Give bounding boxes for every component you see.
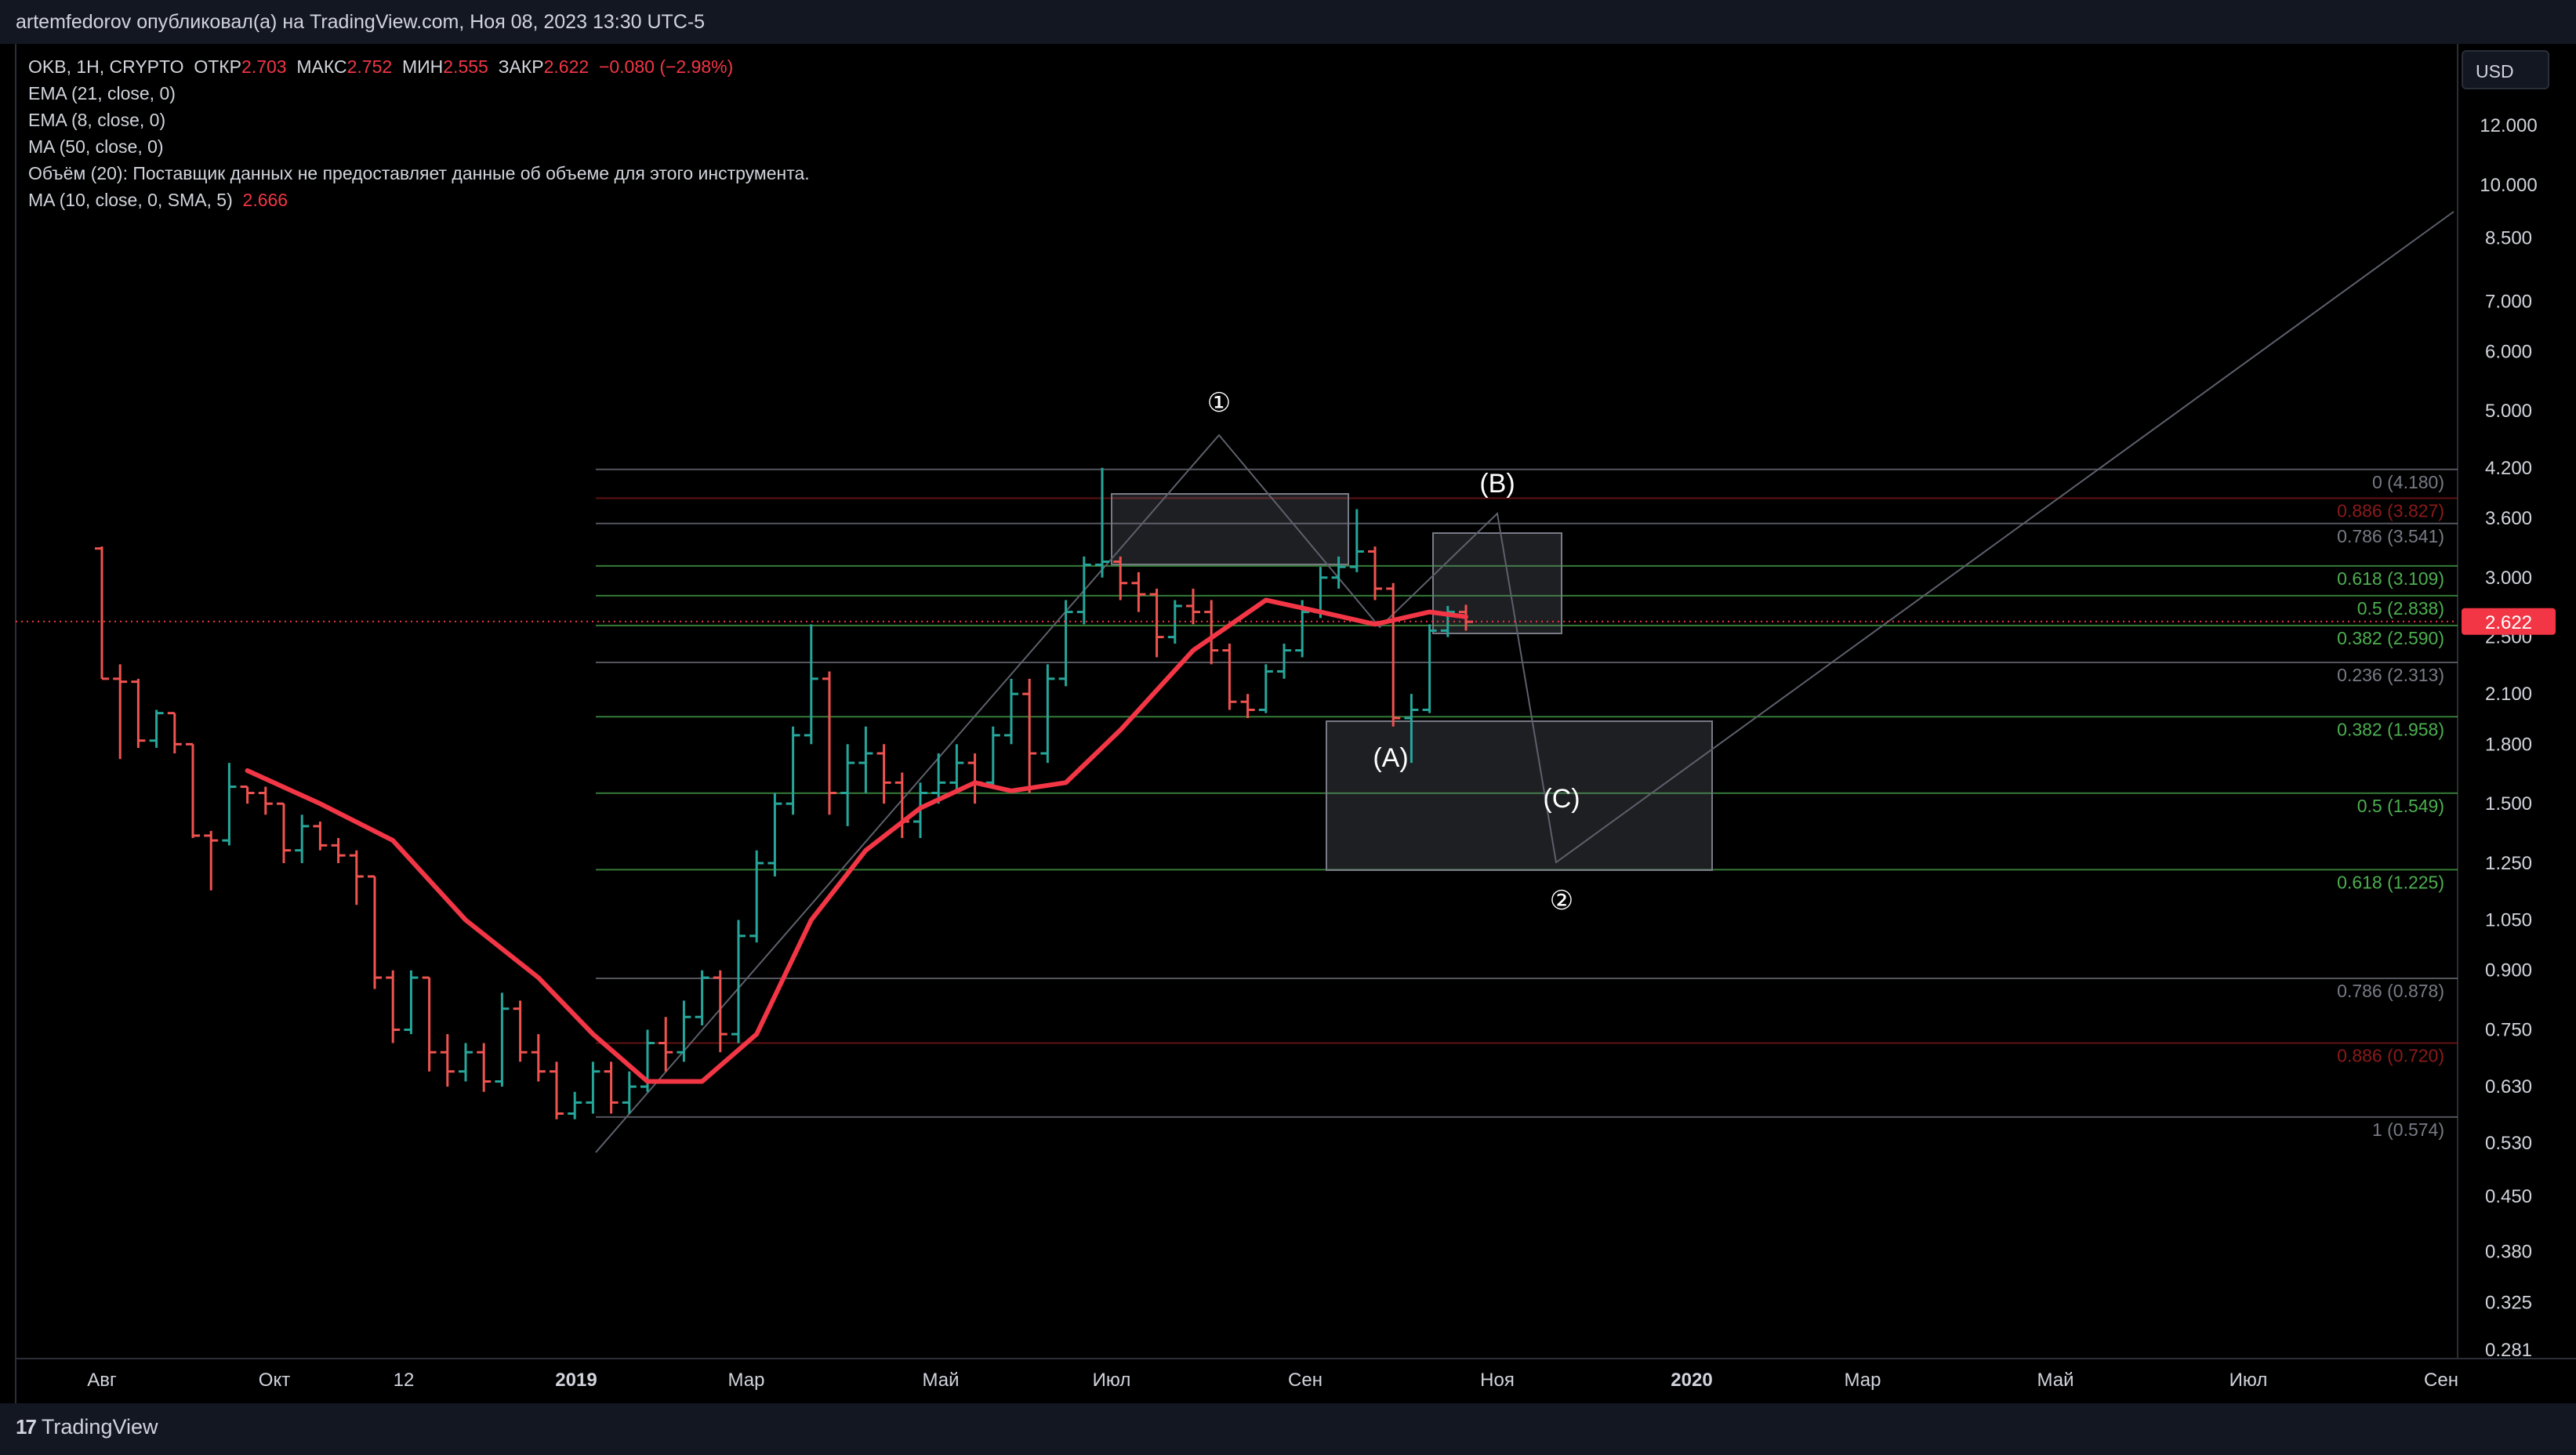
- price-tick-label: 12.000: [2480, 115, 2537, 136]
- brand-label: TradingView: [41, 1415, 158, 1439]
- price-tick-label: 3.000: [2485, 568, 2532, 589]
- wave-label: ②: [1550, 886, 1573, 916]
- ma-line: [245, 597, 1468, 1084]
- symbol-label: OKB, 1H, CRYPTO: [28, 56, 184, 77]
- open-value: 2.703: [241, 56, 287, 77]
- time-tick-label: Май: [2037, 1370, 2073, 1391]
- change-value: −0.080 (−2.98%): [598, 56, 734, 77]
- price-tick-label: 0.325: [2485, 1292, 2532, 1313]
- chart-legend: OKB, 1H, CRYPTO ОТКР2.703 МАКС2.752 МИН2…: [28, 53, 810, 213]
- close-label: ЗАКР: [498, 56, 544, 77]
- time-tick-label: 12: [394, 1370, 415, 1391]
- low-label: МИН: [401, 56, 444, 77]
- wave-label: (C): [1543, 784, 1580, 814]
- wave-label: (B): [1479, 469, 1515, 499]
- ohlc-legend-row[interactable]: OKB, 1H, CRYPTO ОТКР2.703 МАКС2.752 МИН2…: [28, 53, 810, 80]
- time-tick-label: Июл: [2230, 1370, 2268, 1391]
- time-tick-label: Ноя: [1480, 1370, 1515, 1391]
- ohlc-bars: [95, 467, 1473, 1119]
- zone-box: [1111, 493, 1349, 565]
- indicator-ema8[interactable]: EMA (8, close, 0): [28, 110, 166, 130]
- price-tick-label: 10.000: [2480, 175, 2537, 196]
- time-tick-label: Мар: [1845, 1370, 1881, 1391]
- currency-button[interactable]: USD: [2462, 50, 2549, 89]
- fib-level-label: 0.786 (3.541): [2337, 526, 2444, 546]
- fib-level-label: 0.786 (0.878): [2337, 981, 2444, 1001]
- last-price-label: 2.622: [2485, 612, 2532, 633]
- price-tick-label: 0.380: [2485, 1241, 2532, 1262]
- indicator-ma10-label: MA (10, close, 0, SMA, 5): [28, 190, 233, 210]
- fib-level-label: 0 (4.180): [2372, 472, 2444, 492]
- price-tick-label: 0.630: [2485, 1076, 2532, 1098]
- price-tick-label: 0.530: [2485, 1133, 2532, 1154]
- price-tick-label: 8.500: [2485, 227, 2532, 249]
- price-axis[interactable]: 12.000 10.000 8.500 7.000 6.000 5.000 4.200 3.6…: [16, 115, 2556, 1361]
- elliott-wave-labels[interactable]: ① (B) (A) (C) ②: [1207, 388, 1580, 916]
- time-tick-label: Июл: [1093, 1370, 1131, 1391]
- top-bar: artemfedorov опубликовал(а) на TradingVi…: [0, 0, 2576, 44]
- price-chart[interactable]: 0 (4.180) 0.886 (3.827) 0.786 (3.541) 0.618…: [0, 0, 2576, 1403]
- zone-box: [1432, 532, 1562, 634]
- price-tick-label: 3.600: [2485, 508, 2532, 529]
- fib-level-label: 0.886 (3.827): [2337, 500, 2444, 521]
- price-tick-label: 0.281: [2485, 1340, 2532, 1361]
- low-value: 2.555: [443, 56, 488, 77]
- fibonacci-retracement[interactable]: 0 (4.180) 0.886 (3.827) 0.786 (3.541) 0.618…: [596, 468, 2458, 1140]
- fib-level-label: 0.618 (1.225): [2337, 872, 2444, 892]
- indicator-volume[interactable]: Объём (20): Поставщик данных не предоста…: [28, 163, 810, 183]
- open-label: ОТКР: [194, 56, 242, 77]
- time-tick-label: Май: [922, 1370, 959, 1391]
- price-tick-label: 4.200: [2485, 458, 2532, 479]
- price-tick-label: 0.900: [2485, 960, 2532, 981]
- fib-level-label: 0.382 (1.958): [2337, 719, 2444, 739]
- indicator-ma50[interactable]: MA (50, close, 0): [28, 136, 164, 157]
- price-tick-label: 0.450: [2485, 1186, 2532, 1207]
- price-tick-label: 0.750: [2485, 1020, 2532, 1041]
- time-tick-label: Сен: [2424, 1370, 2458, 1391]
- price-tick-label: 5.000: [2485, 401, 2532, 422]
- bottom-bar: [0, 1403, 2576, 1455]
- time-tick-label: Мар: [728, 1370, 765, 1391]
- fib-level-label: 0.382 (2.590): [2337, 628, 2444, 648]
- fib-level-label: 0.236 (2.313): [2337, 665, 2444, 685]
- wave-label: (A): [1373, 743, 1408, 773]
- fib-level-label: 0.5 (2.838): [2357, 598, 2444, 619]
- time-tick-label: Окт: [259, 1370, 290, 1391]
- price-tick-label: 1.500: [2485, 793, 2532, 815]
- tradingview-logo[interactable]: 17 TradingView: [16, 1415, 158, 1439]
- close-value: 2.622: [543, 56, 590, 77]
- time-tick-label: Сен: [1288, 1370, 1322, 1391]
- fib-level-label: 0.5 (1.549): [2357, 796, 2444, 816]
- price-tick-label: 1.250: [2485, 853, 2532, 874]
- fib-level-label: 0.886 (0.720): [2337, 1046, 2444, 1066]
- time-tick-label: 2020: [1671, 1370, 1712, 1391]
- price-tick-label: 1.050: [2485, 910, 2532, 931]
- wave-path-line: [595, 211, 2454, 1153]
- indicator-ma10-value: 2.666: [242, 190, 288, 210]
- drawing-shapes[interactable]: [595, 211, 2454, 1153]
- high-label: МАКС: [296, 56, 347, 77]
- indicator-ma10[interactable]: MA (10, close, 0, SMA, 5) 2.666: [28, 187, 810, 213]
- price-tick-label: 6.000: [2485, 341, 2532, 362]
- price-tick-label: 2.100: [2485, 684, 2532, 705]
- price-tick-label: 7.000: [2485, 291, 2532, 312]
- moving-average: [245, 597, 1468, 1084]
- fib-level-label: 1 (0.574): [2372, 1119, 2444, 1140]
- time-axis[interactable]: Авг Окт 12 2019 Мар Май Июл Сен Ноя 2020 Мар Май Июл…: [87, 1370, 2458, 1391]
- indicator-ema21[interactable]: EMA (21, close, 0): [28, 83, 176, 103]
- high-value: 2.752: [346, 56, 393, 77]
- last-price-badge: [2462, 608, 2556, 635]
- publication-info: artemfedorov опубликовал(а) на TradingVi…: [16, 11, 706, 33]
- wave-label: ①: [1207, 388, 1231, 418]
- time-tick-label: 2019: [555, 1370, 597, 1391]
- time-tick-label: Авг: [87, 1370, 117, 1391]
- fib-level-label: 0.618 (3.109): [2337, 568, 2444, 589]
- price-tick-label: 1.800: [2485, 734, 2532, 755]
- tradingview-logo-icon: 17: [16, 1415, 37, 1439]
